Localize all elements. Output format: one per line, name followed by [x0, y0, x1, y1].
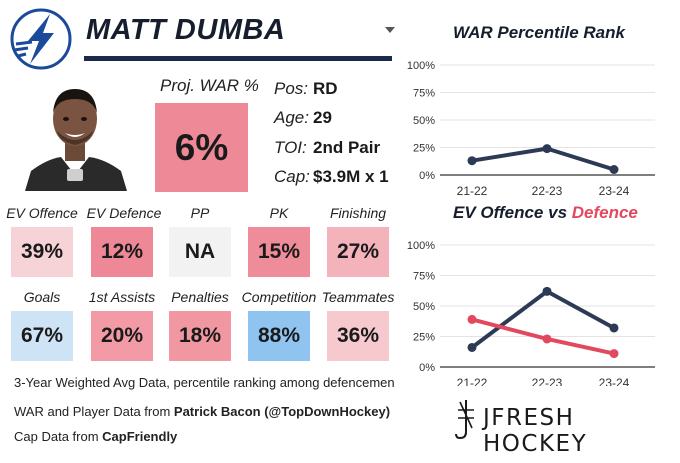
credit-cap-data: Cap Data from CapFriendly	[14, 429, 177, 444]
stat-box-finishing: 27%	[327, 227, 389, 277]
stat-box-ev-defence: 12%	[91, 227, 153, 277]
ev-offence-defence-chart: 0% 25% 50% 75% 100% 21-22 22-23 23-24	[407, 240, 655, 386]
credit-source: Patrick Bacon (@TopDownHockey)	[173, 404, 391, 419]
age-label: Age:	[274, 108, 309, 127]
y-tick-label: 75%	[413, 271, 435, 283]
data-point	[609, 349, 619, 359]
war-percentile-chart: 0% 25% 50% 75% 100% 21-22 22-23 23-24	[407, 60, 655, 195]
x-tick-label: 21-22	[457, 376, 488, 386]
x-tick-label: 22-23	[532, 184, 563, 195]
proj-war-box: 6%	[155, 103, 248, 192]
stat-label-penalties: Penalties	[171, 289, 229, 305]
stat-label-pp: PP	[190, 205, 210, 221]
brand-name: JFRESH HOCKEY	[483, 405, 588, 457]
toi-value: 2nd Pair	[313, 138, 381, 157]
toi-label: TOI:	[274, 138, 307, 157]
chart-title-part-offence: EV Offence	[453, 203, 544, 222]
credit-source: CapFriendly	[102, 429, 178, 444]
stat-label-ev-defence: EV Defence	[86, 205, 162, 221]
y-tick-label: 0%	[419, 362, 435, 374]
player-photo	[17, 75, 133, 191]
stat-label-finishing: Finishing	[329, 205, 387, 221]
series-line	[471, 146, 615, 172]
age-value: 29	[313, 108, 332, 127]
lightning-bolt-icon	[10, 8, 72, 70]
chart-title-part-defence: Defence	[571, 203, 638, 222]
proj-war-label: Proj. WAR %	[160, 76, 259, 95]
position-value: RD	[313, 79, 338, 98]
stat-box-goals: 67%	[11, 311, 73, 361]
y-tick-label: 50%	[413, 301, 435, 313]
stat-box-ev-offence: 39%	[11, 227, 73, 277]
x-tick-label: 22-23	[532, 376, 563, 386]
data-point	[467, 156, 477, 166]
chevron-down-icon[interactable]	[385, 27, 395, 33]
chart-title-war: WAR Percentile Rank	[453, 23, 625, 42]
position-label: Pos:	[274, 79, 309, 98]
data-point	[609, 165, 619, 174]
data-point	[609, 323, 619, 333]
stat-box-teammates: 36%	[327, 311, 389, 361]
stat-label-pk: PK	[269, 205, 289, 221]
stat-label-competition: Competition	[241, 289, 317, 305]
player-name: MATT DUMBA	[86, 14, 286, 46]
data-point	[542, 286, 552, 296]
stat-label-1st-assists: 1st Assists	[88, 289, 156, 305]
data-point	[542, 334, 552, 344]
x-tick-label: 23-24	[599, 376, 630, 386]
stat-label-teammates: Teammates	[321, 289, 395, 305]
data-point	[467, 342, 477, 352]
stat-box-penalties: 18%	[169, 311, 231, 361]
cap-label: Cap:	[274, 167, 310, 186]
y-tick-label: 25%	[413, 332, 435, 344]
stat-box-1st-assists: 20%	[91, 311, 153, 361]
y-tick-label: 50%	[413, 115, 435, 127]
cap-value: $3.9M x 1	[313, 167, 389, 186]
stat-label-goals: Goals	[23, 289, 61, 305]
name-underline	[84, 56, 392, 61]
stat-box-pk: 15%	[248, 227, 310, 277]
chart-title-ev: EV Offence vs Defence	[453, 203, 638, 223]
data-point	[542, 144, 552, 154]
stat-label-ev-offence: EV Offence	[6, 205, 78, 221]
footnote: 3-Year Weighted Avg Data, percentile ran…	[14, 375, 395, 390]
y-tick-label: 100%	[407, 60, 435, 72]
stat-box-competition: 88%	[248, 311, 310, 361]
x-tick-label: 23-24	[599, 184, 630, 195]
credit-prefix: WAR and Player Data from	[14, 404, 174, 419]
y-tick-label: 25%	[413, 143, 435, 155]
y-tick-label: 75%	[413, 88, 435, 100]
credit-prefix: Cap Data from	[14, 429, 103, 444]
stat-box-pp: NA	[169, 227, 231, 277]
jfresh-logo-icon	[455, 400, 474, 440]
y-tick-label: 100%	[407, 240, 435, 252]
credit-war-data: WAR and Player Data from Patrick Bacon (…	[14, 404, 390, 419]
data-point	[467, 314, 477, 324]
x-tick-label: 21-22	[457, 184, 488, 195]
y-tick-label: 0%	[419, 170, 435, 182]
chart-title-part-vs: vs	[543, 203, 572, 222]
